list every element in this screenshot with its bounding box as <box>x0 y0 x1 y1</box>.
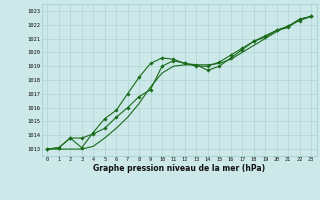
X-axis label: Graphe pression niveau de la mer (hPa): Graphe pression niveau de la mer (hPa) <box>93 164 265 173</box>
